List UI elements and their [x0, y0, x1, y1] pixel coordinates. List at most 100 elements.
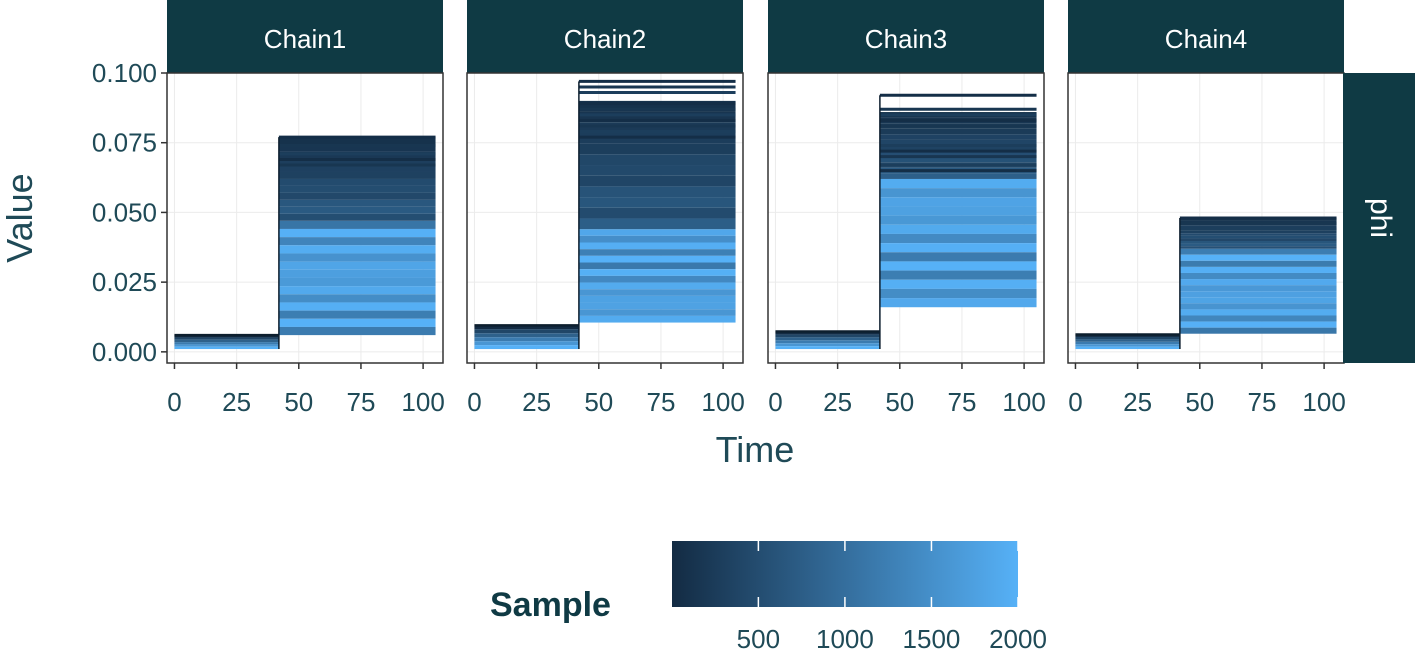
second-step-light-band: [278, 269, 436, 278]
second-step-light-band: [578, 289, 736, 296]
second-step-dark-band: [578, 186, 736, 198]
second-step-light-band: [278, 302, 436, 311]
first-step-band: [775, 346, 880, 350]
second-step-light-band: [578, 302, 736, 310]
x-tick-label: 25: [522, 387, 551, 417]
second-step-dark-band: [879, 151, 1037, 157]
x-tick-label: 25: [1123, 387, 1152, 417]
panel-border: [767, 72, 1045, 364]
y-axis: 0.000 0.025 0.050 0.075 0.100: [92, 58, 167, 367]
second-step-light-band: [578, 249, 736, 256]
x-tick-label: 0: [1068, 387, 1082, 417]
second-step-dark-band: [278, 192, 436, 200]
colorbar-tick-label: 1000: [816, 624, 874, 654]
panel-4: Chain4 0 25 50 75 100: [1067, 0, 1346, 417]
second-step-dark-band: [1179, 220, 1337, 224]
second-step-light-band: [278, 277, 436, 287]
first-step-band: [474, 329, 579, 334]
second-step-dark-band: [578, 122, 736, 133]
second-step-light-band: [879, 188, 1037, 198]
second-step-light-band: [578, 269, 736, 276]
second-step-light-band: [1179, 254, 1337, 261]
first-step-band: [174, 346, 279, 350]
x-tick-label: 100: [1002, 387, 1045, 417]
second-step-light-band: [278, 286, 436, 295]
second-step-dark-band: [1179, 230, 1337, 234]
facet-strip-label-2: Chain2: [564, 24, 646, 54]
second-step-dark-band: [278, 171, 436, 179]
first-step-band: [174, 339, 279, 343]
second-step-dark-band: [578, 165, 736, 176]
second-step-light-band: [879, 233, 1037, 244]
x-tick-label: 75: [1247, 387, 1276, 417]
first-step-band: [775, 343, 880, 347]
second-step-dark-band: [879, 156, 1037, 163]
colorbar-tick-label: 1500: [903, 624, 961, 654]
x-axis-title: Time: [716, 429, 795, 470]
y-tick-label: 0.050: [92, 197, 157, 227]
y-tick-label: 0.075: [92, 128, 157, 158]
second-step-light-band: [278, 310, 436, 319]
second-step-light-band: [1179, 260, 1337, 267]
second-step-light-band: [1179, 291, 1337, 298]
second-step-dark-band: [578, 218, 736, 230]
first-step-band: [775, 337, 880, 341]
second-step-light-band: [1179, 248, 1337, 255]
first-step-band: [174, 337, 279, 340]
second-step-dark-band: [278, 158, 436, 166]
second-step-dark-band: [278, 206, 436, 214]
second-step-light-band: [879, 288, 1037, 299]
second-step-light-band: [578, 309, 736, 316]
second-step-light-band: [578, 282, 736, 290]
facet-strip-label-3: Chain3: [865, 24, 947, 54]
row-strip: phi: [1343, 73, 1415, 363]
first-step-band: [775, 340, 880, 344]
second-step-light-band: [578, 295, 736, 303]
colorbar-ticks: 500 1000 1500 2000: [737, 541, 1047, 654]
second-step-dark-band: [1179, 238, 1337, 242]
second-step-light-band: [879, 197, 1037, 207]
x-tick-label: 25: [823, 387, 852, 417]
second-step-light-band: [1179, 321, 1337, 328]
facet-strip-2: [467, 0, 743, 73]
second-step-light-band: [578, 275, 736, 283]
second-step-light-band: [278, 237, 436, 246]
second-step-dark-band: [278, 185, 436, 193]
second-step-light-band: [1179, 266, 1337, 273]
second-step-light-band: [578, 242, 736, 250]
second-step-dark-band: [278, 165, 436, 172]
second-step-dark-band: [578, 111, 736, 123]
second-step-light-band: [1179, 303, 1337, 310]
first-step-band: [474, 345, 579, 350]
second-step-dark-band: [1179, 225, 1337, 229]
first-step-band: [1075, 344, 1180, 347]
x-tick-label: 0: [768, 387, 782, 417]
x-tick-label: 100: [401, 387, 444, 417]
panel-border: [466, 72, 744, 364]
second-step-dark-band: [278, 178, 436, 186]
first-step-band: [474, 325, 579, 330]
second-step-light-band: [278, 326, 436, 336]
second-step-light-band: [879, 252, 1037, 262]
second-step-dark-band: [1179, 241, 1337, 244]
second-step-light-band: [278, 245, 436, 254]
first-step-band: [474, 341, 579, 346]
second-step-light-band: [278, 294, 436, 303]
colorbar-title: Sample: [490, 586, 611, 624]
panel-1: Chain1 0 25 50 75 100: [166, 0, 445, 417]
first-step-band: [1075, 339, 1180, 342]
x-tick-label: 50: [284, 387, 313, 417]
second-step-light-band: [1179, 297, 1337, 304]
colorbar-legend: Sample 500 1000 1500 2000: [490, 541, 1047, 654]
facet-strip-label-1: Chain1: [264, 24, 346, 54]
panel-3: Chain3 0 25 50 75 100: [767, 0, 1046, 417]
facet-strip-4: [1068, 0, 1344, 73]
row-strip-background: [1343, 73, 1415, 363]
second-step-light-band: [1179, 285, 1337, 292]
x-tick-label: 50: [1185, 387, 1214, 417]
second-step-dark-band: [578, 143, 736, 155]
second-step-dark-band: [1179, 246, 1337, 249]
second-step-dark-band: [278, 144, 436, 152]
x-tick-label: 75: [947, 387, 976, 417]
